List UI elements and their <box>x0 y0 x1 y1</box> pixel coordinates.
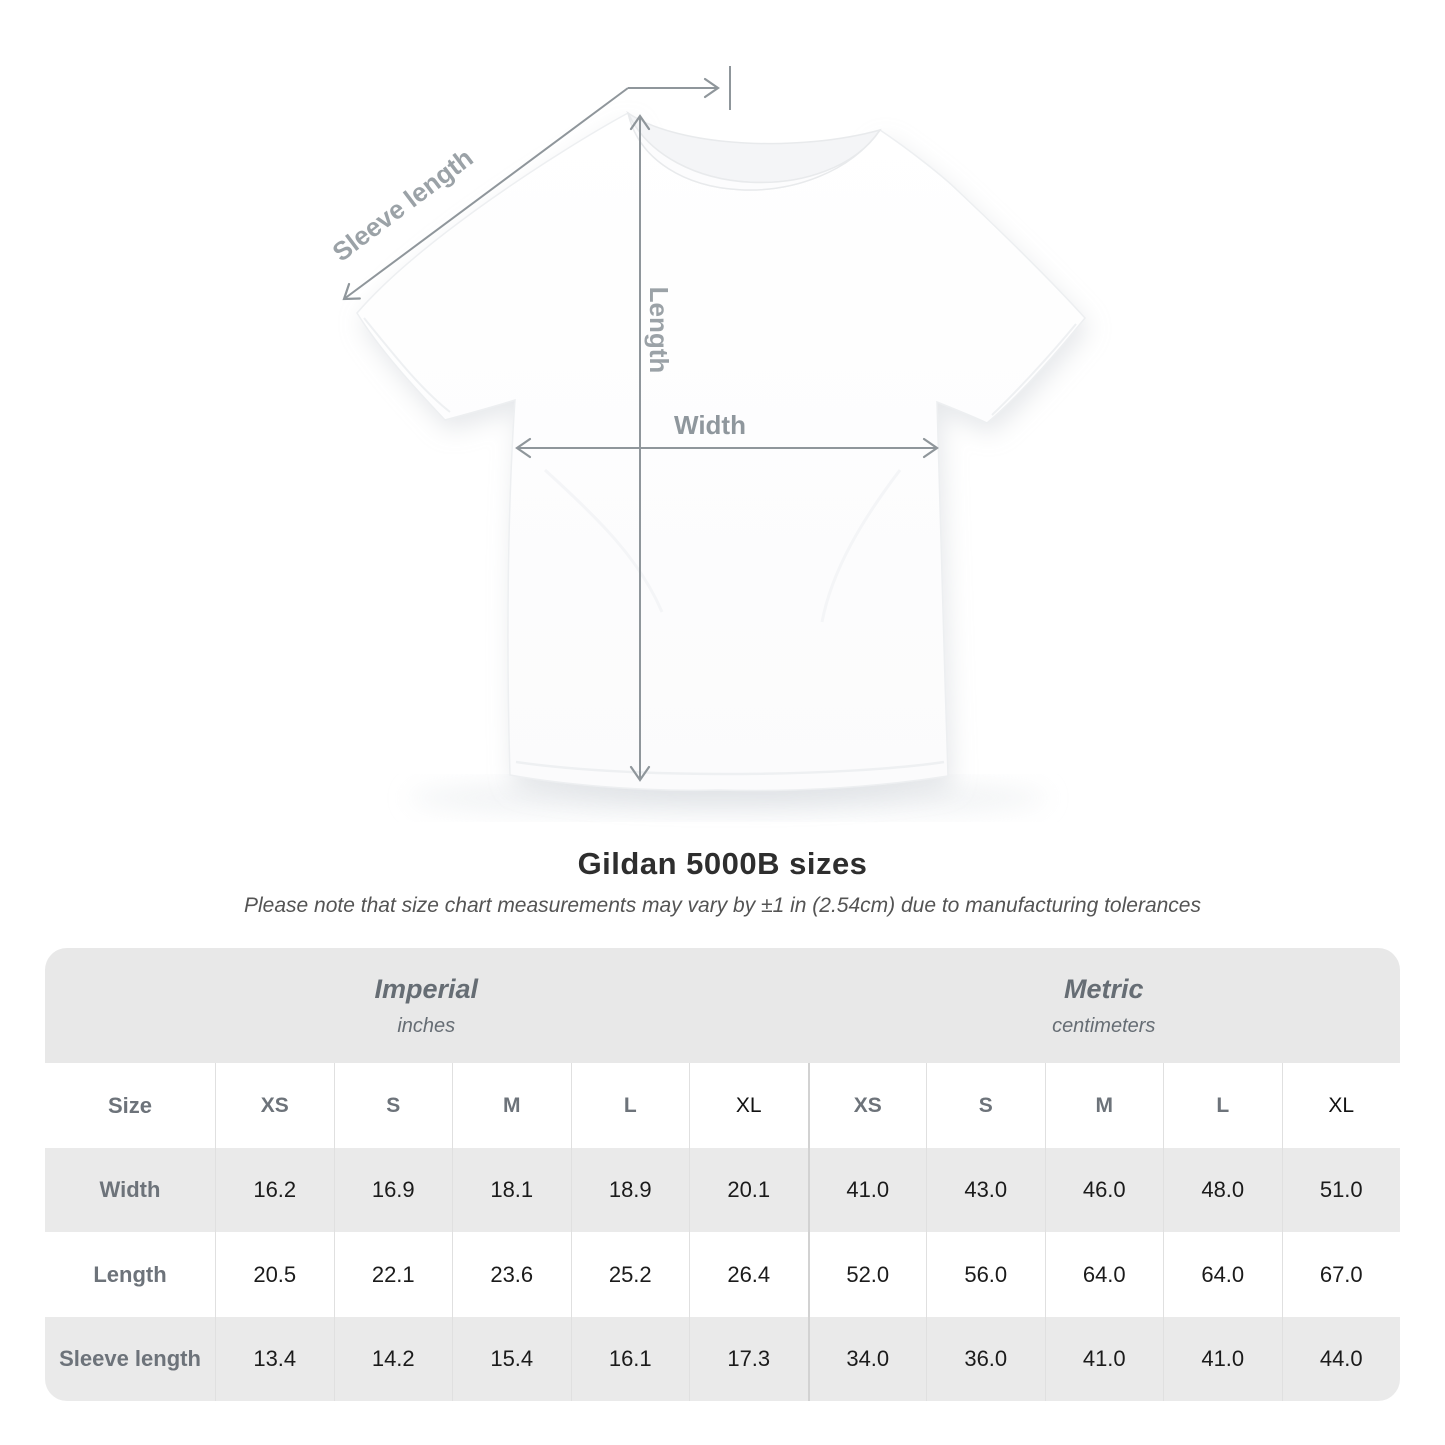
size-column-header-metric-m: M <box>1044 1063 1163 1148</box>
value-cell: 43.0 <box>926 1148 1045 1232</box>
value-cell: 16.1 <box>570 1317 689 1401</box>
size-row-header: Size <box>45 1063 215 1148</box>
unit-group-imperial: Imperial inches <box>45 948 808 1063</box>
tshirt-graphic <box>356 111 1086 792</box>
tshirt-measurement-diagram: Sleeve length Length Width <box>327 66 1086 818</box>
value-cell: 18.9 <box>570 1148 689 1232</box>
page-title: Gildan 5000B sizes <box>577 846 868 881</box>
size-column-header-imperial-xs: XS <box>215 1063 334 1148</box>
value-cell: 48.0 <box>1163 1148 1282 1232</box>
value-cell: 52.0 <box>807 1232 926 1317</box>
hem-stitch <box>515 760 945 776</box>
value-cell: 41.0 <box>1163 1317 1282 1401</box>
right-cuff-stitch <box>991 323 1077 416</box>
width-label: Width <box>674 410 746 440</box>
value-cell: 16.2 <box>215 1148 334 1232</box>
value-cell: 56.0 <box>926 1232 1045 1317</box>
value-cell: 13.4 <box>215 1317 334 1401</box>
metric-unit-label: centimeters <box>1052 1014 1156 1037</box>
size-column-header-imperial-s: S <box>333 1063 452 1148</box>
value-cell: 34.0 <box>807 1317 926 1401</box>
value-cell: 64.0 <box>1163 1232 1282 1317</box>
value-cell: 44.0 <box>1281 1317 1400 1401</box>
size-column-header-imperial-m: M <box>452 1063 571 1148</box>
value-cell: 18.1 <box>452 1148 571 1232</box>
size-column-header-metric-xs: XS <box>807 1063 926 1148</box>
heading-block: Gildan 5000B sizes Please note that size… <box>0 846 1445 918</box>
size-column-header-metric-s: S <box>926 1063 1045 1148</box>
value-cell: 51.0 <box>1281 1148 1400 1232</box>
size-column-header-imperial-l: L <box>570 1063 689 1148</box>
value-cell: 67.0 <box>1281 1232 1400 1317</box>
body-crease-right <box>820 469 902 623</box>
tshirt-ground-shadow <box>408 778 1048 818</box>
unit-group-metric: Metric centimeters <box>807 948 1400 1063</box>
size-column-header-metric-l: L <box>1163 1063 1282 1148</box>
value-cell: 20.1 <box>689 1148 808 1232</box>
metric-header: Metric <box>1063 973 1144 1004</box>
value-cell: 15.4 <box>452 1317 571 1401</box>
length-label: Length <box>644 287 674 374</box>
value-cell: 22.1 <box>333 1232 452 1317</box>
value-cell: 36.0 <box>926 1317 1045 1401</box>
value-cell: 26.4 <box>689 1232 808 1317</box>
imperial-unit-label: inches <box>397 1014 456 1037</box>
size-table: Imperial inches Metric centimeters Size … <box>45 948 1400 1401</box>
value-cell: 17.3 <box>689 1317 808 1401</box>
size-column-header-metric-xl: XL <box>1281 1063 1400 1148</box>
tolerance-note: Please note that size chart measurements… <box>244 894 1201 917</box>
value-cell: 14.2 <box>333 1317 452 1401</box>
value-cell: 46.0 <box>1044 1148 1163 1232</box>
value-cell: 20.5 <box>215 1232 334 1317</box>
sleeve-length-arrow <box>342 87 629 301</box>
value-cell: 16.9 <box>333 1148 452 1232</box>
row-header-sleeve-length: Sleeve length <box>45 1317 215 1401</box>
value-cell: 64.0 <box>1044 1232 1163 1317</box>
left-cuff-stitch <box>363 317 451 413</box>
size-column-header-imperial-xl: XL <box>689 1063 808 1148</box>
imperial-header: Imperial <box>374 973 479 1004</box>
body-crease-left <box>543 468 664 613</box>
value-cell: 25.2 <box>570 1232 689 1317</box>
row-header-width: Width <box>45 1148 215 1232</box>
value-cell: 23.6 <box>452 1232 571 1317</box>
tshirt-collar-band <box>627 112 881 191</box>
value-cell: 41.0 <box>1044 1317 1163 1401</box>
row-header-length: Length <box>45 1232 215 1317</box>
value-cell: 41.0 <box>807 1148 926 1232</box>
